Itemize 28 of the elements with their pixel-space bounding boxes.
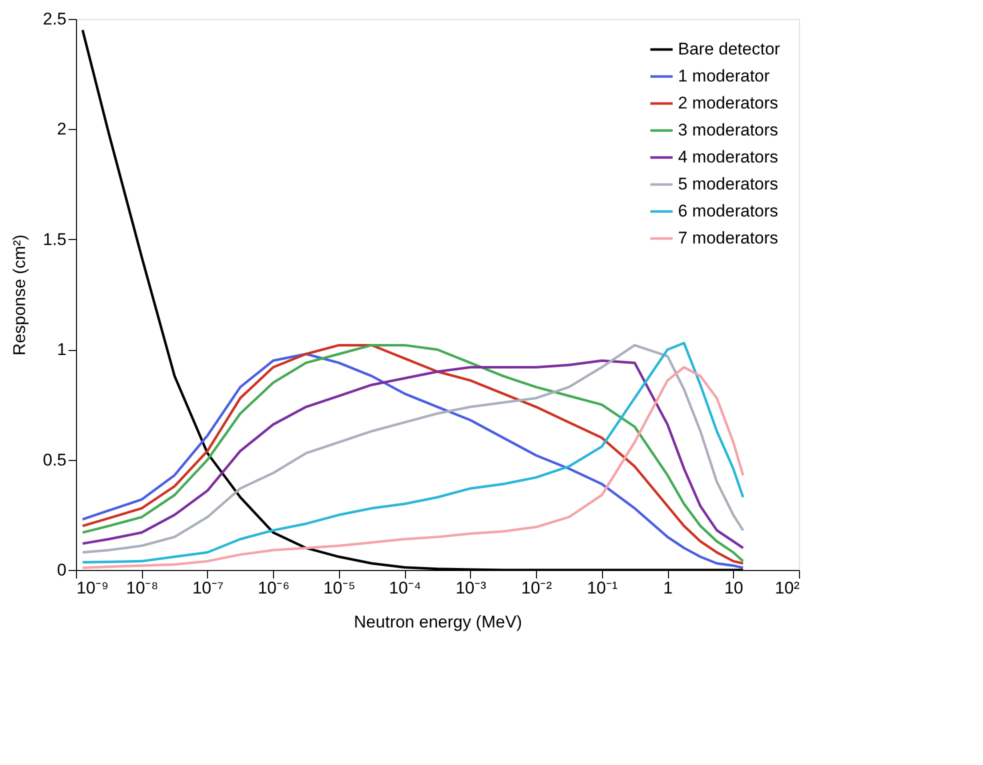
x-tick-label: 10⁻⁹ bbox=[76, 578, 109, 598]
legend-label: 3 moderators bbox=[678, 120, 778, 140]
x-tick-label: 10⁻⁵ bbox=[323, 578, 356, 598]
legend-label: 5 moderators bbox=[678, 174, 778, 194]
legend-label: 6 moderators bbox=[678, 202, 778, 220]
y-tick-label: 2 bbox=[57, 120, 66, 139]
x-tick-label: 10⁻⁴ bbox=[389, 578, 422, 598]
legend-label: 2 moderators bbox=[678, 94, 778, 112]
x-tick-label: 10⁻¹ bbox=[587, 578, 618, 598]
x-tick-label: 10⁻⁸ bbox=[126, 578, 158, 598]
y-tick-label: 2.5 bbox=[42, 10, 66, 28]
legend-label: Bare detector bbox=[678, 40, 780, 58]
y-tick-label: 0 bbox=[57, 560, 66, 580]
legend-label: 1 moderator bbox=[678, 66, 770, 86]
x-tick-label: 10 bbox=[724, 578, 744, 598]
x-tick-label: 1 bbox=[663, 578, 673, 598]
x-tick-label: 10² bbox=[774, 578, 800, 598]
x-tick-label: 10⁻² bbox=[521, 578, 552, 598]
legend-label: 7 moderators bbox=[678, 228, 778, 248]
x-tick-label: 10⁻³ bbox=[456, 578, 486, 598]
y-axis-title: Response (cm²) bbox=[10, 234, 29, 356]
x-axis-title: Neutron energy (MeV) bbox=[354, 612, 522, 632]
y-tick-label: 1 bbox=[57, 340, 66, 360]
y-tick-label: 1.5 bbox=[42, 230, 66, 249]
x-tick-label: 10⁻⁷ bbox=[192, 578, 224, 598]
legend-label: 4 moderators bbox=[678, 148, 778, 166]
x-tick-label: 10⁻⁶ bbox=[258, 578, 290, 598]
y-tick-label: 0.5 bbox=[42, 450, 66, 470]
